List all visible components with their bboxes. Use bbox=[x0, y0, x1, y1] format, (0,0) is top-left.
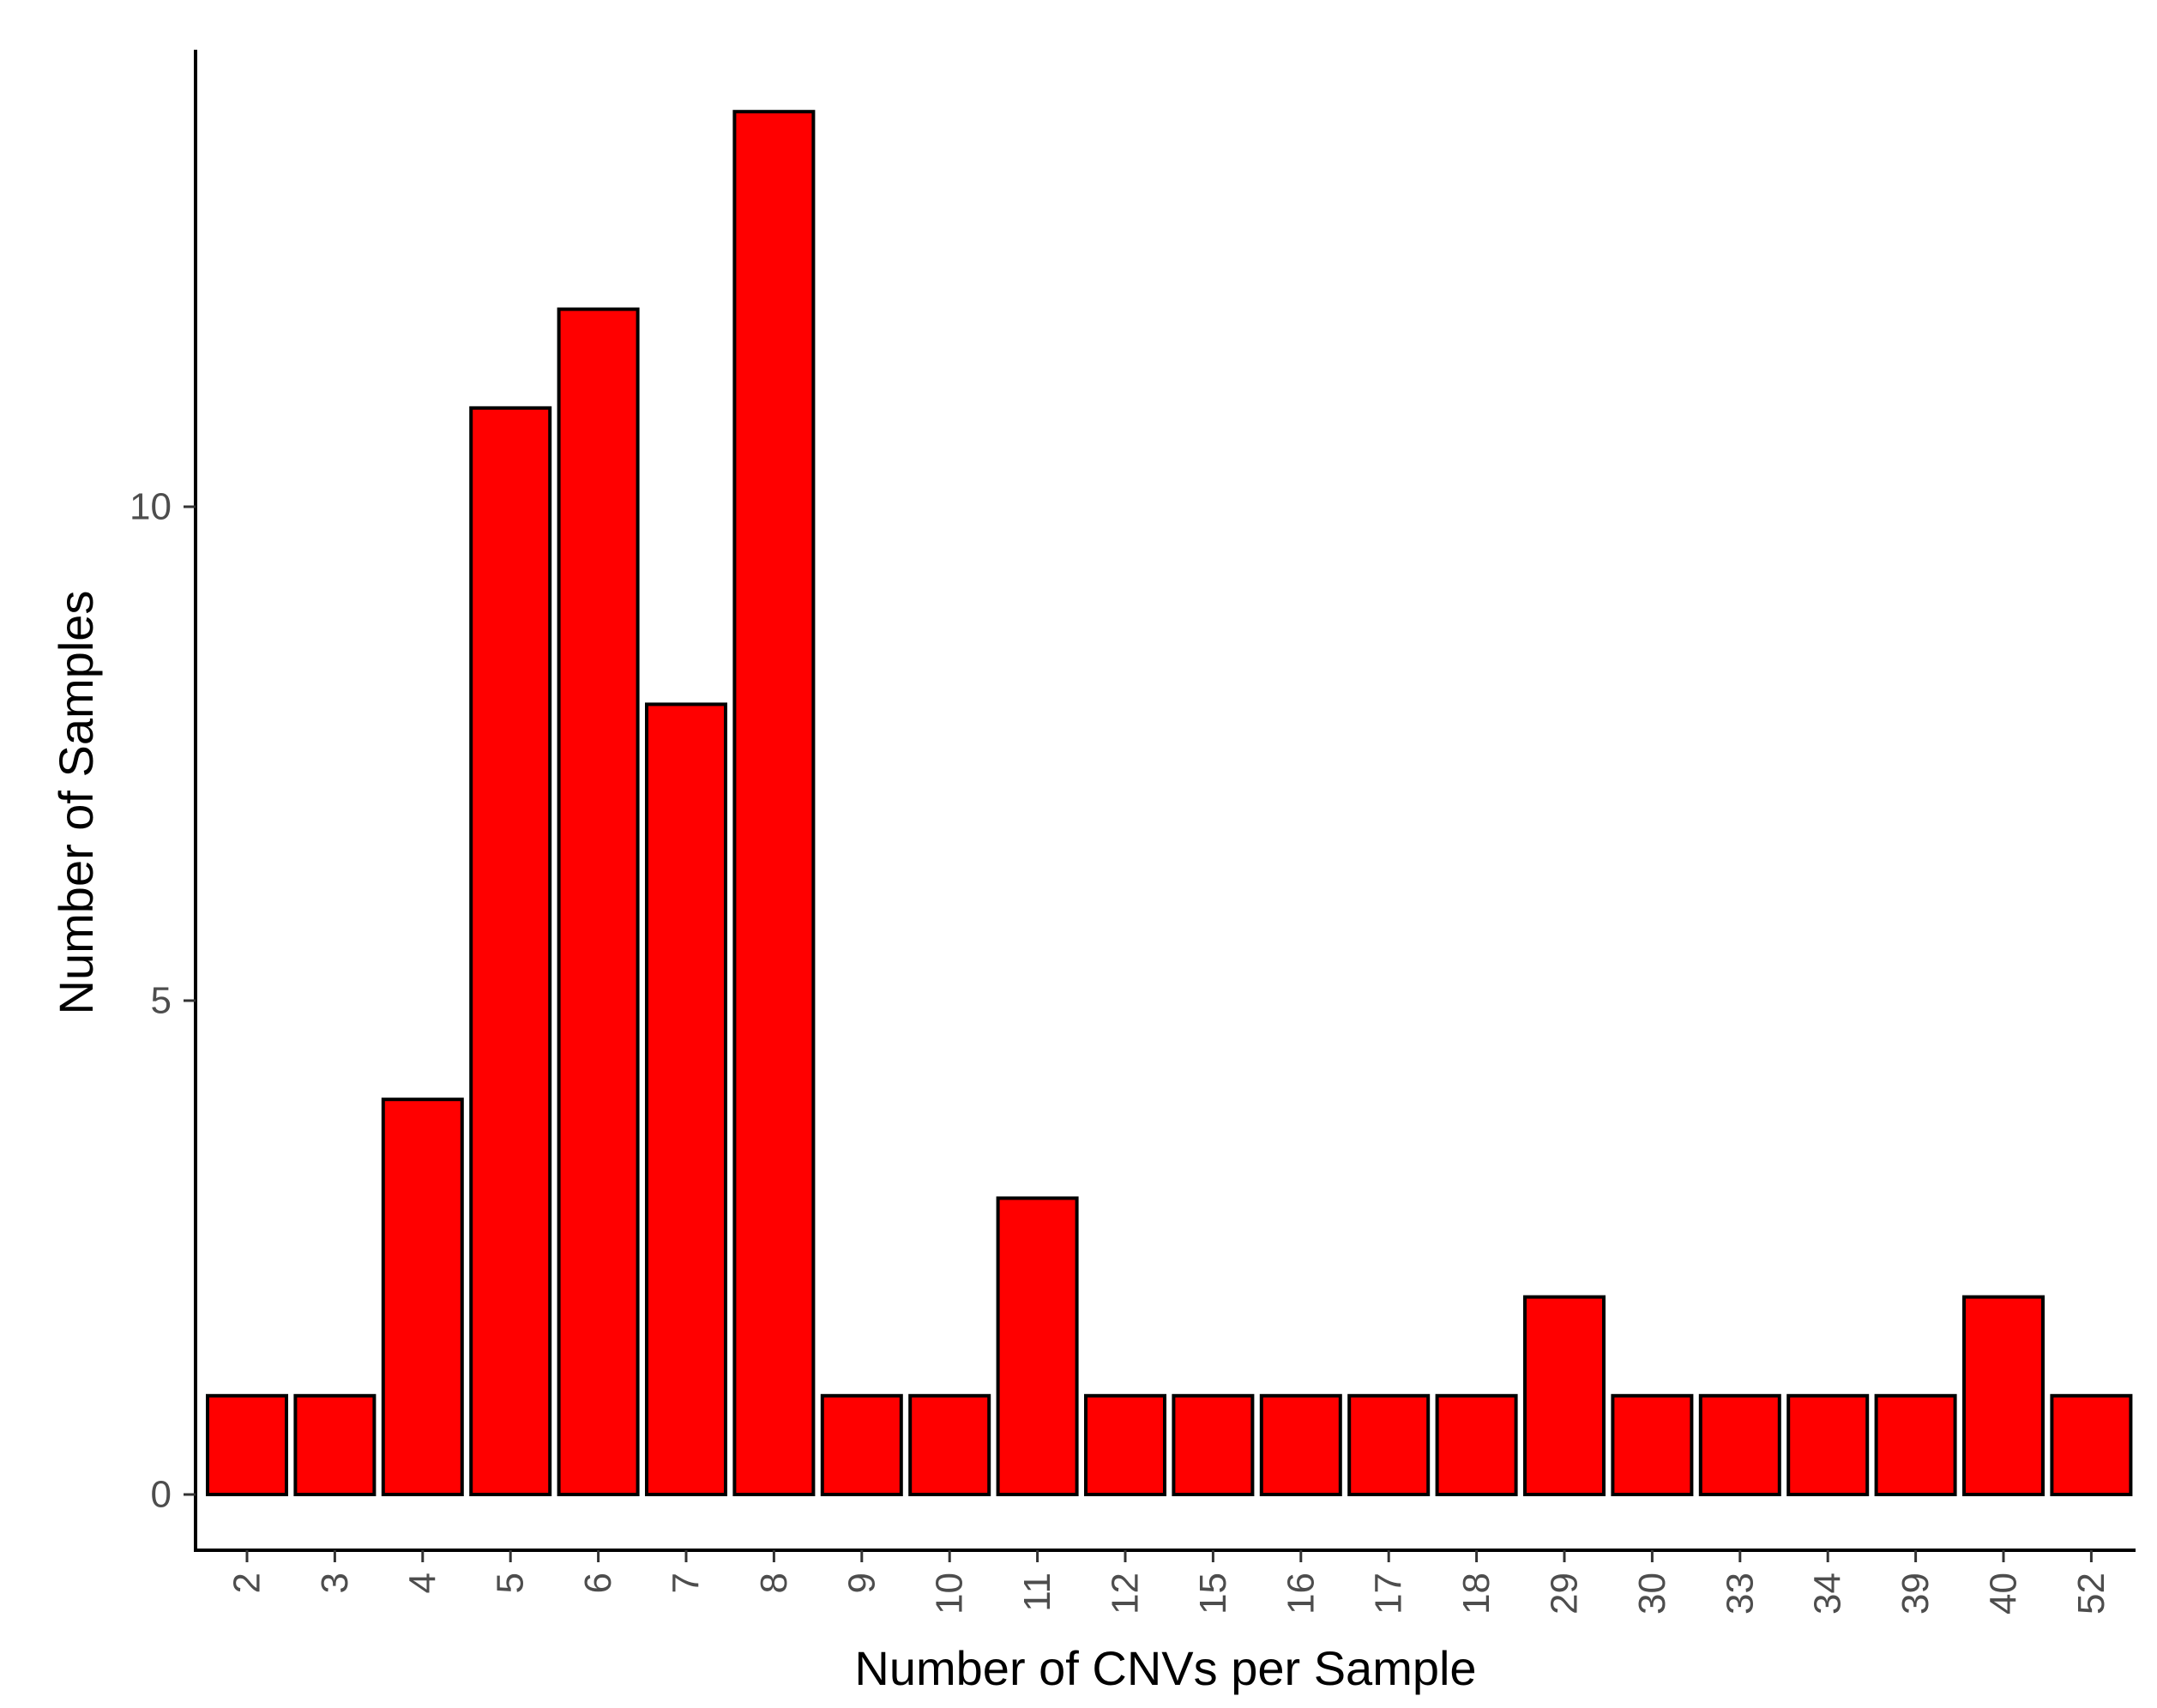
x-tick-label-30: 30 bbox=[1631, 1573, 1673, 1615]
y-tick-label-0: 0 bbox=[151, 1474, 172, 1516]
x-tick-label-18: 18 bbox=[1455, 1573, 1497, 1615]
bar-17 bbox=[1347, 1393, 1431, 1497]
bar-33 bbox=[1698, 1393, 1781, 1497]
x-ticks: 2 3 4 5 6 7 8 9 10 11 12 15 16 17 18 29 30 33 34 39 40 52 bbox=[226, 1550, 2112, 1615]
x-tick-label-11: 11 bbox=[1016, 1573, 1058, 1612]
bar-52 bbox=[2050, 1393, 2133, 1497]
x-tick-label-33: 33 bbox=[1719, 1573, 1761, 1615]
bar-9 bbox=[820, 1393, 903, 1497]
y-tick-label-10: 10 bbox=[130, 486, 172, 528]
bar-40 bbox=[1962, 1295, 2045, 1496]
x-tick-label-40: 40 bbox=[1983, 1573, 2025, 1615]
y-ticks: 0 5 10 bbox=[130, 486, 196, 1516]
bar-34 bbox=[1786, 1393, 1870, 1497]
bar-18 bbox=[1435, 1393, 1518, 1497]
bar-7 bbox=[645, 702, 727, 1496]
x-tick-label-39: 39 bbox=[1895, 1573, 1937, 1615]
x-tick-label-15: 15 bbox=[1192, 1573, 1234, 1615]
x-tick-label-8: 8 bbox=[753, 1573, 795, 1593]
bars bbox=[206, 110, 2133, 1497]
bar-5 bbox=[469, 406, 552, 1496]
bar-11 bbox=[996, 1196, 1079, 1497]
x-tick-label-10: 10 bbox=[929, 1573, 971, 1615]
bar-8 bbox=[732, 110, 816, 1497]
x-tick-label-6: 6 bbox=[577, 1573, 619, 1593]
bar-4 bbox=[381, 1098, 464, 1496]
x-tick-label-34: 34 bbox=[1807, 1573, 1849, 1615]
x-tick-label-16: 16 bbox=[1280, 1573, 1322, 1615]
x-axis-title: Number of CNVs per Sample bbox=[854, 1641, 1476, 1695]
x-tick-label-5: 5 bbox=[490, 1573, 532, 1593]
x-tick-label-29: 29 bbox=[1544, 1573, 1586, 1615]
x-tick-label-9: 9 bbox=[841, 1573, 883, 1593]
bar-30 bbox=[1611, 1393, 1694, 1497]
x-tick-label-3: 3 bbox=[314, 1573, 356, 1593]
y-axis-title: Number of Samples bbox=[49, 591, 103, 1015]
y-tick-label-5: 5 bbox=[151, 980, 172, 1022]
bar-3 bbox=[293, 1393, 377, 1497]
x-tick-label-7: 7 bbox=[666, 1573, 708, 1593]
bar-16 bbox=[1259, 1393, 1342, 1497]
bar-12 bbox=[1084, 1393, 1166, 1497]
bar-10 bbox=[908, 1393, 991, 1497]
x-tick-label-4: 4 bbox=[401, 1573, 443, 1593]
bar-2 bbox=[206, 1393, 288, 1497]
x-tick-label-2: 2 bbox=[226, 1573, 268, 1593]
bar-6 bbox=[557, 307, 640, 1497]
x-tick-label-12: 12 bbox=[1105, 1573, 1147, 1615]
x-tick-label-17: 17 bbox=[1368, 1573, 1410, 1615]
bar-29 bbox=[1523, 1295, 1606, 1496]
bar-39 bbox=[1874, 1393, 1957, 1497]
x-tick-label-52: 52 bbox=[2070, 1573, 2112, 1615]
bar-15 bbox=[1172, 1393, 1255, 1497]
